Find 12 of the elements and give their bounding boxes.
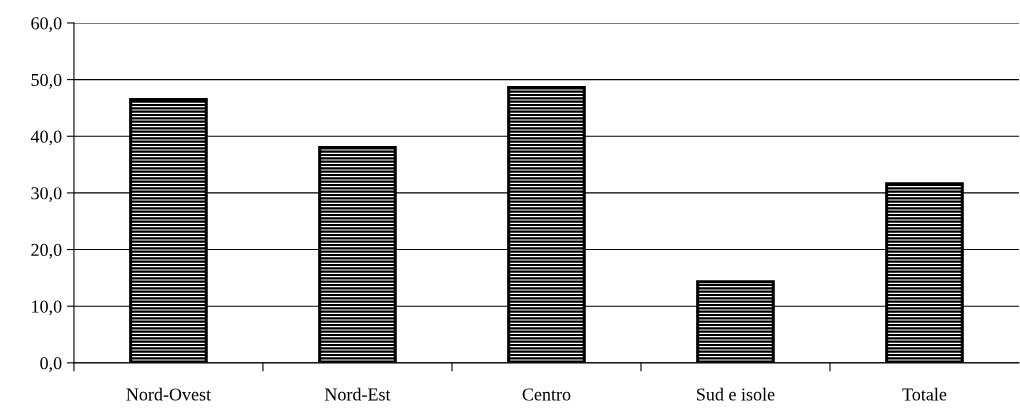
y-tick-label: 10,0	[32, 300, 62, 316]
x-tick-label: Nord-Est	[324, 387, 391, 401]
x-tick-label: Sud e isole	[697, 387, 775, 401]
y-tick-label: 50,0	[31, 73, 62, 89]
y-tick-label: 30,0	[31, 187, 62, 202]
x-tick-label: Nord-Ovest	[126, 387, 211, 401]
y-tick-label: 0,0	[40, 357, 62, 372]
y-tick-label: 20,0	[31, 243, 62, 259]
y-tick-label: 40,0	[30, 130, 62, 146]
x-tick-label: Totale	[902, 387, 947, 401]
x-tick-label: Centro	[522, 388, 571, 401]
y-tick-label: 60,0	[31, 17, 62, 32]
